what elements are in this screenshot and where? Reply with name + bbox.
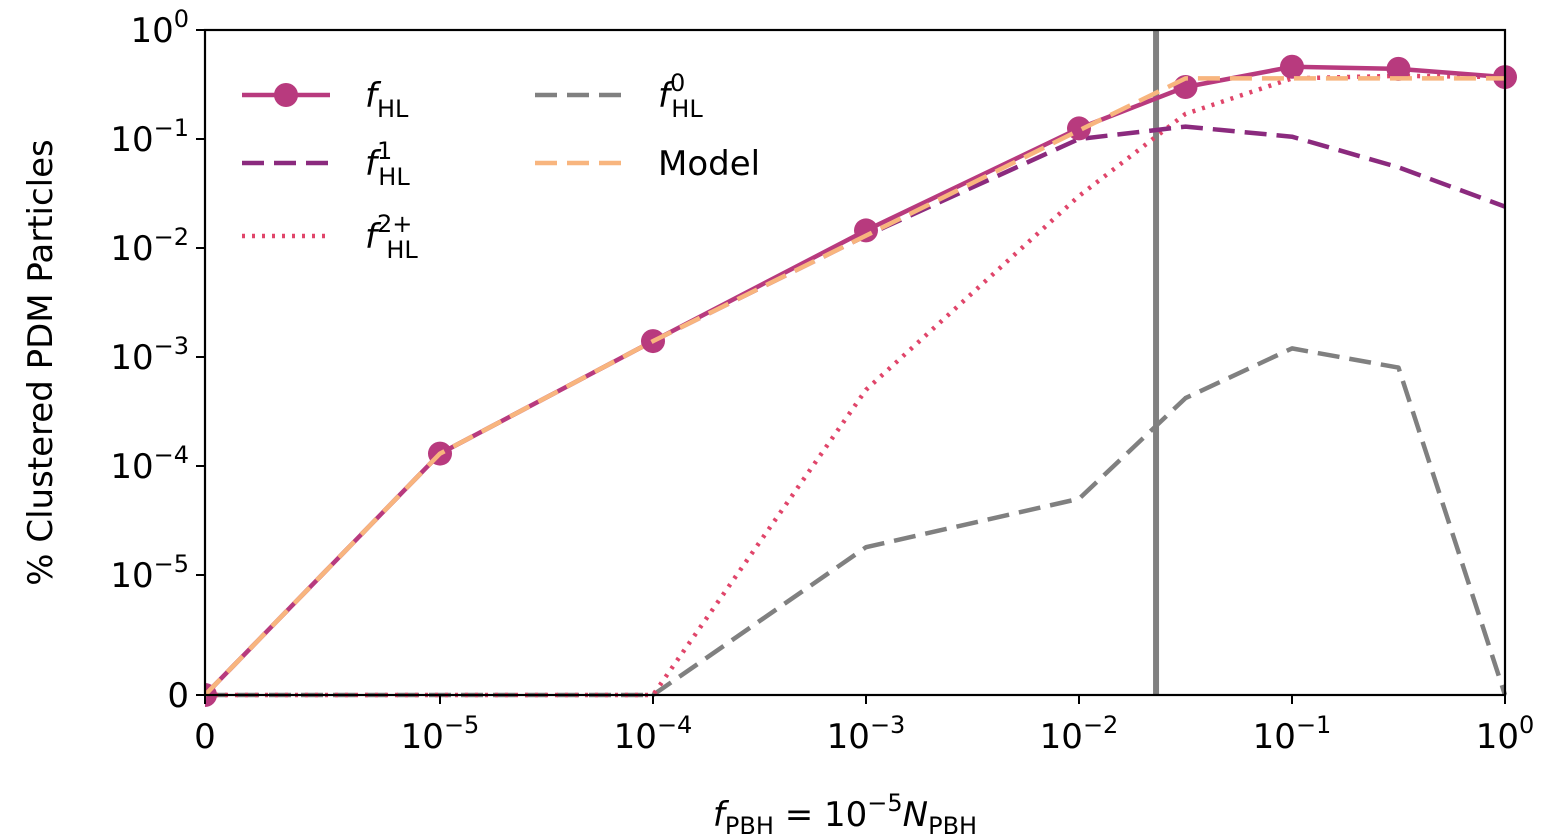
y-tick-label: 10−4 (110, 441, 189, 487)
x-axis-label: fPBH = 10−5NPBH (713, 789, 977, 839)
y-axis-label: % Clustered PDM Particles (21, 139, 61, 586)
legend-label: f1 HL (365, 137, 410, 191)
y-tick-label: 10−5 (110, 550, 189, 596)
legend-label: Model (658, 144, 760, 184)
x-tick-label: 100 (1476, 711, 1535, 757)
legend-label: fHL (365, 76, 409, 123)
legend-label: f2+ HL (365, 210, 418, 264)
x-tick-label: 10−2 (1040, 711, 1119, 757)
y-tick-label: 0 (167, 676, 189, 716)
plot-lines (205, 30, 1517, 707)
legend: fHL f1 HL f2+ HL f0 HL Model (242, 69, 760, 264)
legend-item-f-HL-1: f1 HL (242, 137, 410, 191)
legend-item-f-HL-2plus: f2+ HL (242, 210, 418, 264)
data-point (1280, 54, 1304, 79)
x-tick-label: 0 (194, 717, 216, 757)
data-point (1386, 56, 1411, 81)
x-tick-label: 10−1 (1253, 711, 1332, 757)
legend-item-f-HL-0: f0 HL (535, 69, 703, 123)
x-tick-label: 10−5 (401, 711, 480, 757)
legend-item-f-HL: fHL (242, 76, 409, 123)
legend-label: f0 HL (658, 69, 703, 123)
x-tick-label: 10−4 (614, 711, 693, 757)
y-tick-label: 10−1 (110, 114, 189, 160)
y-tick-label: 10−2 (110, 223, 189, 269)
legend-item-model: Model (535, 144, 760, 184)
y-tick-label: 10−3 (110, 332, 189, 378)
y-tick-label: 100 (130, 5, 189, 51)
series-line-f-HL-0 (205, 346, 1508, 698)
plot-frame (203, 28, 1507, 697)
series-line-model (205, 76, 1505, 697)
legend-marker (274, 83, 298, 107)
axis-ticks: 0 10−5 10−4 10−3 10−2 10−1 100 0 10−5 10−4 10−3 10−… (110, 5, 1534, 757)
series-line-f-HL (205, 64, 1506, 697)
x-tick-label: 10−3 (827, 711, 906, 757)
